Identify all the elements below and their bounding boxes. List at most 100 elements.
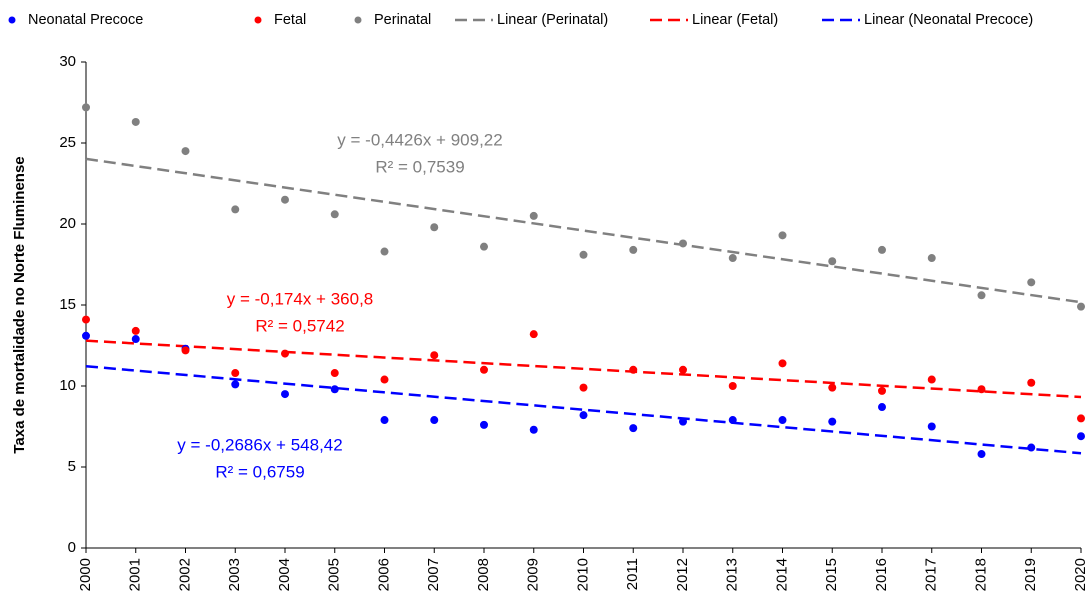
x-tick-label: 2006	[375, 558, 392, 591]
data-point	[778, 359, 787, 368]
data-point	[480, 242, 488, 251]
data-point	[828, 383, 837, 392]
data-point	[1077, 414, 1085, 423]
y-tick-label: 20	[59, 215, 76, 232]
x-tick-label: 2004	[276, 558, 293, 591]
x-tick-label: 2015	[823, 558, 840, 591]
trend-equation: y = -0,2686x + 548,42	[177, 435, 342, 454]
x-tick-label: 2014	[773, 558, 790, 591]
data-point	[878, 386, 886, 395]
x-tick-label: 2008	[475, 558, 492, 591]
trendline	[85, 339, 1082, 399]
legend-label: Linear (Fetal)	[692, 12, 778, 28]
data-point	[629, 424, 638, 433]
data-point	[778, 416, 787, 425]
data-point	[1027, 443, 1036, 452]
data-point	[380, 247, 389, 256]
legend-marker	[354, 16, 362, 24]
data-point	[529, 211, 538, 220]
legend-label: Linear (Neonatal Precoce)	[864, 12, 1033, 28]
data-point	[1077, 432, 1085, 441]
x-tick-label: 2005	[326, 558, 343, 591]
data-point	[927, 254, 936, 263]
legend-label: Linear (Perinatal)	[497, 12, 608, 28]
data-point	[579, 250, 588, 259]
data-point	[330, 385, 339, 394]
x-tick-label: 2012	[674, 558, 691, 591]
data-point	[1077, 302, 1085, 311]
data-point	[679, 417, 687, 426]
data-point	[330, 210, 339, 219]
x-tick-label: 2013	[724, 558, 741, 591]
data-point	[330, 369, 339, 378]
trend-equation: y = -0,174x + 360,8	[227, 289, 374, 308]
data-point	[679, 239, 687, 248]
data-point	[927, 422, 936, 431]
data-point	[231, 369, 240, 378]
data-point	[629, 365, 638, 374]
trend-r2: R² = 0,7539	[375, 157, 464, 176]
data-point	[131, 326, 140, 335]
data-point	[430, 223, 439, 232]
data-point	[728, 416, 737, 425]
data-point	[380, 375, 389, 384]
y-tick-label: 0	[68, 539, 76, 556]
trend-equation: y = -0,4426x + 909,22	[337, 130, 502, 149]
data-point	[281, 390, 289, 399]
data-point	[579, 411, 588, 420]
x-tick-label: 2002	[176, 558, 193, 591]
data-point	[778, 231, 787, 240]
trend-r2: R² = 0,5742	[255, 316, 344, 335]
y-tick-label: 5	[68, 458, 76, 475]
data-point	[181, 147, 190, 156]
trendline	[85, 364, 1082, 455]
y-axis-label: Taxa de mortalidade no Norte Fluminense	[11, 156, 28, 453]
trend-r2: R² = 0,6759	[215, 462, 304, 481]
x-tick-label: 2016	[873, 558, 890, 591]
data-point	[878, 245, 886, 254]
x-tick-label: 2010	[574, 558, 591, 591]
data-point	[480, 420, 488, 429]
data-point	[629, 245, 638, 254]
data-point	[231, 380, 240, 389]
data-point	[927, 375, 936, 384]
data-point	[679, 365, 687, 374]
x-tick-label: 2009	[525, 558, 542, 591]
data-point	[878, 403, 886, 412]
data-point	[231, 205, 240, 214]
x-tick-label: 2007	[425, 558, 442, 591]
data-point	[430, 351, 439, 360]
legend-label: Fetal	[274, 12, 306, 28]
data-point	[1027, 378, 1036, 387]
data-point	[82, 315, 90, 324]
y-tick-label: 25	[59, 134, 76, 151]
trendline	[85, 157, 1082, 304]
x-tick-label: 2001	[127, 558, 144, 591]
data-point	[181, 346, 190, 355]
data-point	[131, 117, 140, 126]
legend-label: Neonatal Precoce	[28, 12, 143, 28]
data-point	[281, 195, 289, 204]
x-tick-label: 2019	[1022, 558, 1039, 591]
data-point	[728, 382, 737, 390]
data-point	[728, 254, 737, 263]
y-tick-label: 10	[59, 377, 76, 394]
data-point	[977, 385, 986, 394]
data-point	[281, 349, 289, 358]
data-point	[480, 365, 488, 374]
data-point	[977, 291, 986, 300]
x-tick-label: 2003	[226, 558, 243, 591]
data-point	[529, 425, 538, 434]
x-tick-label: 2000	[77, 558, 94, 591]
x-tick-label: 2017	[923, 558, 940, 591]
data-point	[82, 103, 90, 112]
x-tick-label: 2018	[972, 558, 989, 591]
x-tick-label: 2011	[624, 558, 641, 590]
data-point	[579, 383, 588, 392]
data-point	[828, 417, 837, 426]
data-point	[828, 257, 837, 266]
data-point	[380, 416, 389, 425]
data-point	[82, 331, 90, 340]
x-tick-label: 2020	[1072, 558, 1088, 591]
